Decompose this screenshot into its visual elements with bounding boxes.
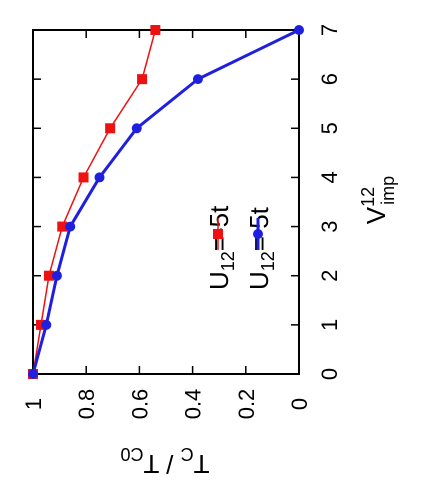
legend-marker-series-1	[213, 229, 223, 239]
x-axis-title: V12imp	[358, 176, 398, 224]
series-1-point	[35, 319, 46, 330]
series-2-point	[294, 25, 304, 35]
x-axis-title-sub: imp	[378, 176, 398, 205]
legend-label-series-2-base: U	[244, 271, 274, 290]
legend-label-series-1: U12=-5t	[204, 205, 238, 290]
y-tick-label: 0.2	[234, 389, 259, 420]
y-axis-title-t1: T	[194, 449, 210, 479]
x-axis-title-base: V	[361, 206, 391, 224]
x-tick-label: 0	[317, 368, 342, 380]
series-2-point	[65, 221, 76, 232]
x-tick-label: 6	[317, 73, 342, 85]
y-axis-title-sub2: C0	[121, 444, 144, 464]
y-axis-title: TC / TC0	[121, 444, 210, 479]
legend-label-series-2-sub: 12	[258, 251, 278, 271]
y-tick-label: 0.6	[127, 389, 152, 420]
legend-marks	[213, 218, 263, 250]
y-tick-label: 0	[287, 398, 312, 410]
series-1-line	[32, 29, 157, 375]
legend-label-series-1-rest: =-5t	[204, 205, 234, 251]
series-2-point	[131, 123, 142, 134]
legend-label-series-2: U12= 5t	[244, 206, 278, 290]
series-1-point	[105, 123, 116, 134]
series-2-line	[31, 28, 300, 375]
x-tick-label: 1	[317, 319, 342, 331]
series-1-point	[137, 74, 148, 85]
legend: U12=-5t U12= 5t	[204, 205, 278, 290]
y-tick-label: 0.8	[74, 389, 99, 420]
x-tick-label: 4	[317, 171, 342, 183]
series-2-point	[41, 319, 52, 330]
legend-marker-series-2	[253, 229, 263, 239]
legend-label-series-1-base: U	[204, 271, 234, 290]
x-tick-label: 5	[317, 122, 342, 134]
x-tick-label: 7	[317, 24, 342, 36]
series-1-point	[78, 172, 89, 183]
series-2-point	[94, 172, 105, 183]
series-1-point	[150, 25, 161, 35]
series-1-point	[43, 270, 54, 281]
y-tick-label: 1	[21, 398, 46, 410]
y-tick-label: 0.4	[181, 389, 206, 420]
plot-frame	[32, 29, 300, 375]
series-2-point	[192, 74, 203, 85]
series-2-point	[28, 369, 38, 379]
y-axis-title-t2: T	[143, 449, 159, 479]
y-axis-title-sep: /	[159, 449, 180, 479]
legend-label-series-1-sub: 12	[218, 251, 238, 271]
x-tick-label: 2	[317, 270, 342, 282]
y-axis-title-sub1: C	[181, 444, 194, 464]
x-axis-title-sup: 12	[358, 187, 378, 207]
x-tick-label: 3	[317, 220, 342, 232]
series-2-point	[51, 270, 62, 281]
series-1-point	[57, 221, 68, 232]
